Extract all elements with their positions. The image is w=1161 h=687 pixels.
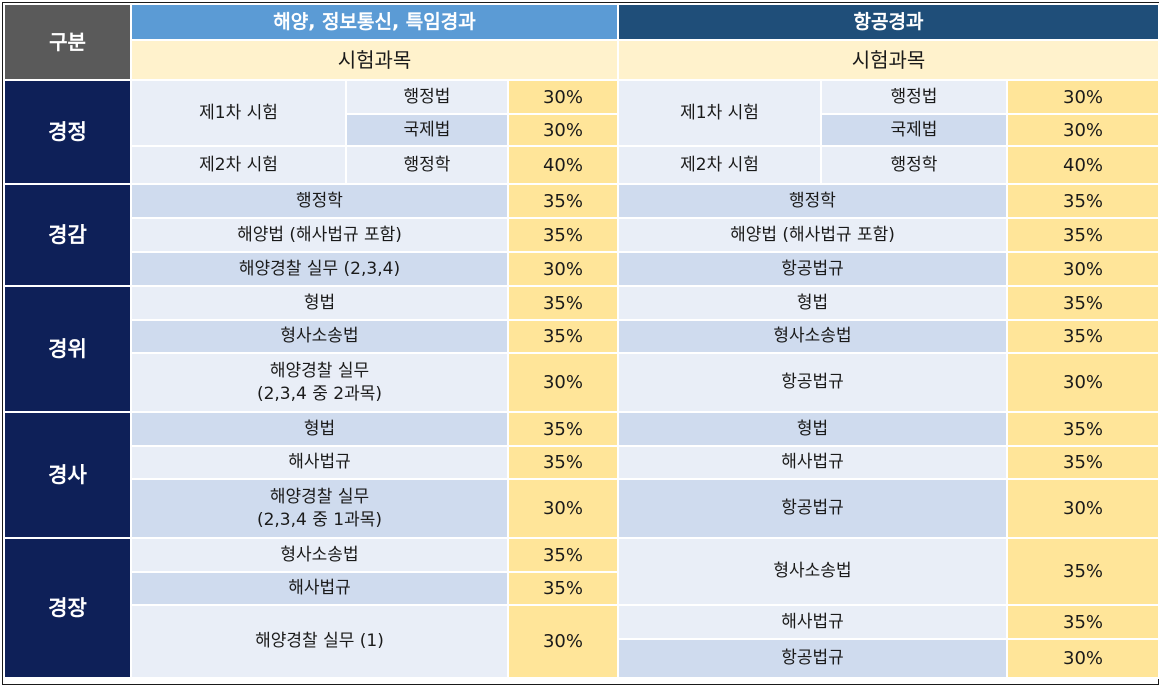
weight-cell: 35% — [507, 411, 619, 447]
weight-cell: 35% — [1005, 445, 1161, 480]
exam-stage-cell: 제2차 시험 — [617, 145, 822, 185]
table-row: 해양경찰 실무 (2,3,4 중 1과목) 30% 항공법규 30% — [4, 478, 1161, 539]
subject-line: 해양경찰 실무 — [269, 360, 370, 381]
subject-cell: 형사소송법 — [617, 319, 1008, 354]
weight-cell: 30% — [507, 478, 619, 539]
table-row: 경위 형법 35% 형법 35% — [3, 285, 1161, 413]
weight-cell: 30% — [507, 604, 619, 679]
table-row: 항공법규 30% — [4, 638, 1161, 679]
subject-cell: 국제법 — [345, 113, 509, 147]
subject-cell: 형법 — [130, 285, 509, 321]
weight-cell: 35% — [1005, 183, 1161, 219]
weight-cell: 30% — [1005, 79, 1161, 115]
subject-cell: 항공법규 — [617, 352, 1008, 413]
weight-cell: 35% — [507, 217, 619, 253]
weight-cell: 35% — [1005, 285, 1161, 321]
table-row: 제2차 시험 행정학 40% 제2차 시험 행정학 40% — [4, 145, 1161, 185]
subject-cell: 해양경찰 실무 (2,3,4 중 2과목) — [130, 352, 509, 413]
weight-cell: 30% — [1005, 251, 1161, 287]
table-row: 경사 형법 35% 형법 35% — [3, 411, 1161, 539]
subject-cell: 행정학 — [345, 145, 509, 185]
header-air-track: 항공경과 — [616, 3, 1161, 41]
weight-cell: 35% — [1005, 537, 1161, 606]
subject-cell: 항공법규 — [617, 251, 1008, 287]
subject-cell: 항공법규 — [617, 478, 1008, 539]
subject-cell: 행정법 — [820, 79, 1008, 115]
weight-cell: 40% — [507, 145, 619, 185]
subject-cell: 해사법규 — [130, 445, 509, 480]
weight-cell: 30% — [1005, 113, 1161, 147]
subject-cell: 항공법규 — [617, 638, 1008, 679]
subject-cell: 해양경찰 실무 (2,3,4) — [130, 251, 509, 287]
rank-gyeongsa: 경사 — [3, 411, 132, 539]
subject-cell: 행정학 — [130, 183, 509, 219]
table-row: 경장 형사소송법 35% 형사소송법 35% — [3, 537, 1161, 679]
subject-cell: 형법 — [617, 285, 1008, 321]
weight-cell: 30% — [507, 79, 619, 115]
subject-cell: 형사소송법 — [130, 319, 509, 354]
table-row: 경감 행정학 35% 행정학 35% — [3, 183, 1161, 287]
weight-cell: 35% — [1005, 411, 1161, 447]
subject-cell: 해양경찰 실무 (2,3,4 중 1과목) — [130, 478, 509, 539]
weight-cell: 35% — [507, 445, 619, 480]
weight-cell: 30% — [1005, 478, 1161, 539]
weight-cell: 30% — [507, 352, 619, 413]
table-row: 해사법규 35% 해사법규 35% — [4, 445, 1161, 480]
exam-stage-cell: 제2차 시험 — [130, 145, 347, 185]
weight-cell: 35% — [507, 319, 619, 354]
weight-cell: 30% — [507, 251, 619, 287]
weight-cell: 30% — [1005, 352, 1161, 413]
weight-cell: 35% — [507, 285, 619, 321]
table-row: 형사소송법 35% 형사소송법 35% — [4, 319, 1161, 354]
subject-cell: 해사법규 — [617, 445, 1008, 480]
weight-cell: 40% — [1005, 145, 1161, 185]
header-air-subjects: 시험과목 — [616, 39, 1161, 81]
subject-cell: 형사소송법 — [617, 537, 1008, 606]
rank-gyeongjang: 경장 — [3, 537, 132, 679]
weight-cell: 30% — [1005, 638, 1161, 679]
exam-stage-cell: 제1차 시험 — [130, 79, 347, 147]
weight-cell: 35% — [507, 537, 619, 573]
subject-line: 해양경찰 실무 — [269, 486, 370, 507]
subject-cell: 형법 — [130, 411, 509, 447]
header-sea-track: 해양, 정보통신, 특임경과 — [130, 3, 619, 41]
subject-cell: 행정학 — [820, 145, 1008, 185]
table-row: 해양경찰 실무 (2,3,4) 30% 항공법규 30% — [4, 251, 1161, 287]
table-row: 해사법규 35% — [4, 571, 1159, 606]
weight-cell: 35% — [1005, 217, 1161, 253]
subject-cell: 행정학 — [617, 183, 1008, 219]
subject-cell: 국제법 — [820, 113, 1008, 147]
exam-subjects-table: 구분 해양, 정보통신, 특임경과 항공경과 시험과목 시험과목 경정 제1차 … — [3, 3, 1161, 679]
subject-line: (2,3,4 중 1과목) — [256, 509, 383, 530]
subject-cell: 해양경찰 실무 (1) — [130, 604, 509, 679]
weight-cell: 30% — [507, 113, 619, 147]
exam-stage-cell: 제1차 시험 — [617, 79, 822, 147]
subject-cell: 형사소송법 — [130, 537, 509, 573]
rank-gyeonggam: 경감 — [3, 183, 132, 287]
weight-cell: 35% — [1005, 604, 1161, 640]
table-row: 국제법 30% 국제법 30% — [4, 113, 1161, 147]
weight-cell: 35% — [507, 571, 619, 606]
table-row: 해양경찰 실무 (1) 30% 해사법규 35% — [4, 604, 1161, 679]
subject-cell: 형법 — [617, 411, 1008, 447]
subject-cell: 해양법 (해사법규 포함) — [617, 217, 1008, 253]
header-sea-subjects: 시험과목 — [130, 39, 619, 81]
subject-cell: 해사법규 — [130, 571, 509, 606]
table-row: 해양경찰 실무 (2,3,4 중 2과목) 30% 항공법규 30% — [4, 352, 1161, 413]
weight-cell: 35% — [1005, 319, 1161, 354]
rank-gyeongjeong: 경정 — [3, 79, 132, 185]
table-row: 해양법 (해사법규 포함) 35% 해양법 (해사법규 포함) 35% — [4, 217, 1161, 253]
rank-gyeongwi: 경위 — [3, 285, 132, 413]
subject-line: (2,3,4 중 2과목) — [256, 383, 383, 404]
subject-cell: 행정법 — [345, 79, 509, 115]
weight-cell: 35% — [507, 183, 619, 219]
subject-cell: 해양법 (해사법규 포함) — [130, 217, 509, 253]
table-row: 경정 제1차 시험 행정법 30% 제1차 시험 행정법 30% — [3, 79, 1161, 185]
subject-cell: 해사법규 — [617, 604, 1008, 640]
header-gubun: 구분 — [3, 3, 132, 81]
